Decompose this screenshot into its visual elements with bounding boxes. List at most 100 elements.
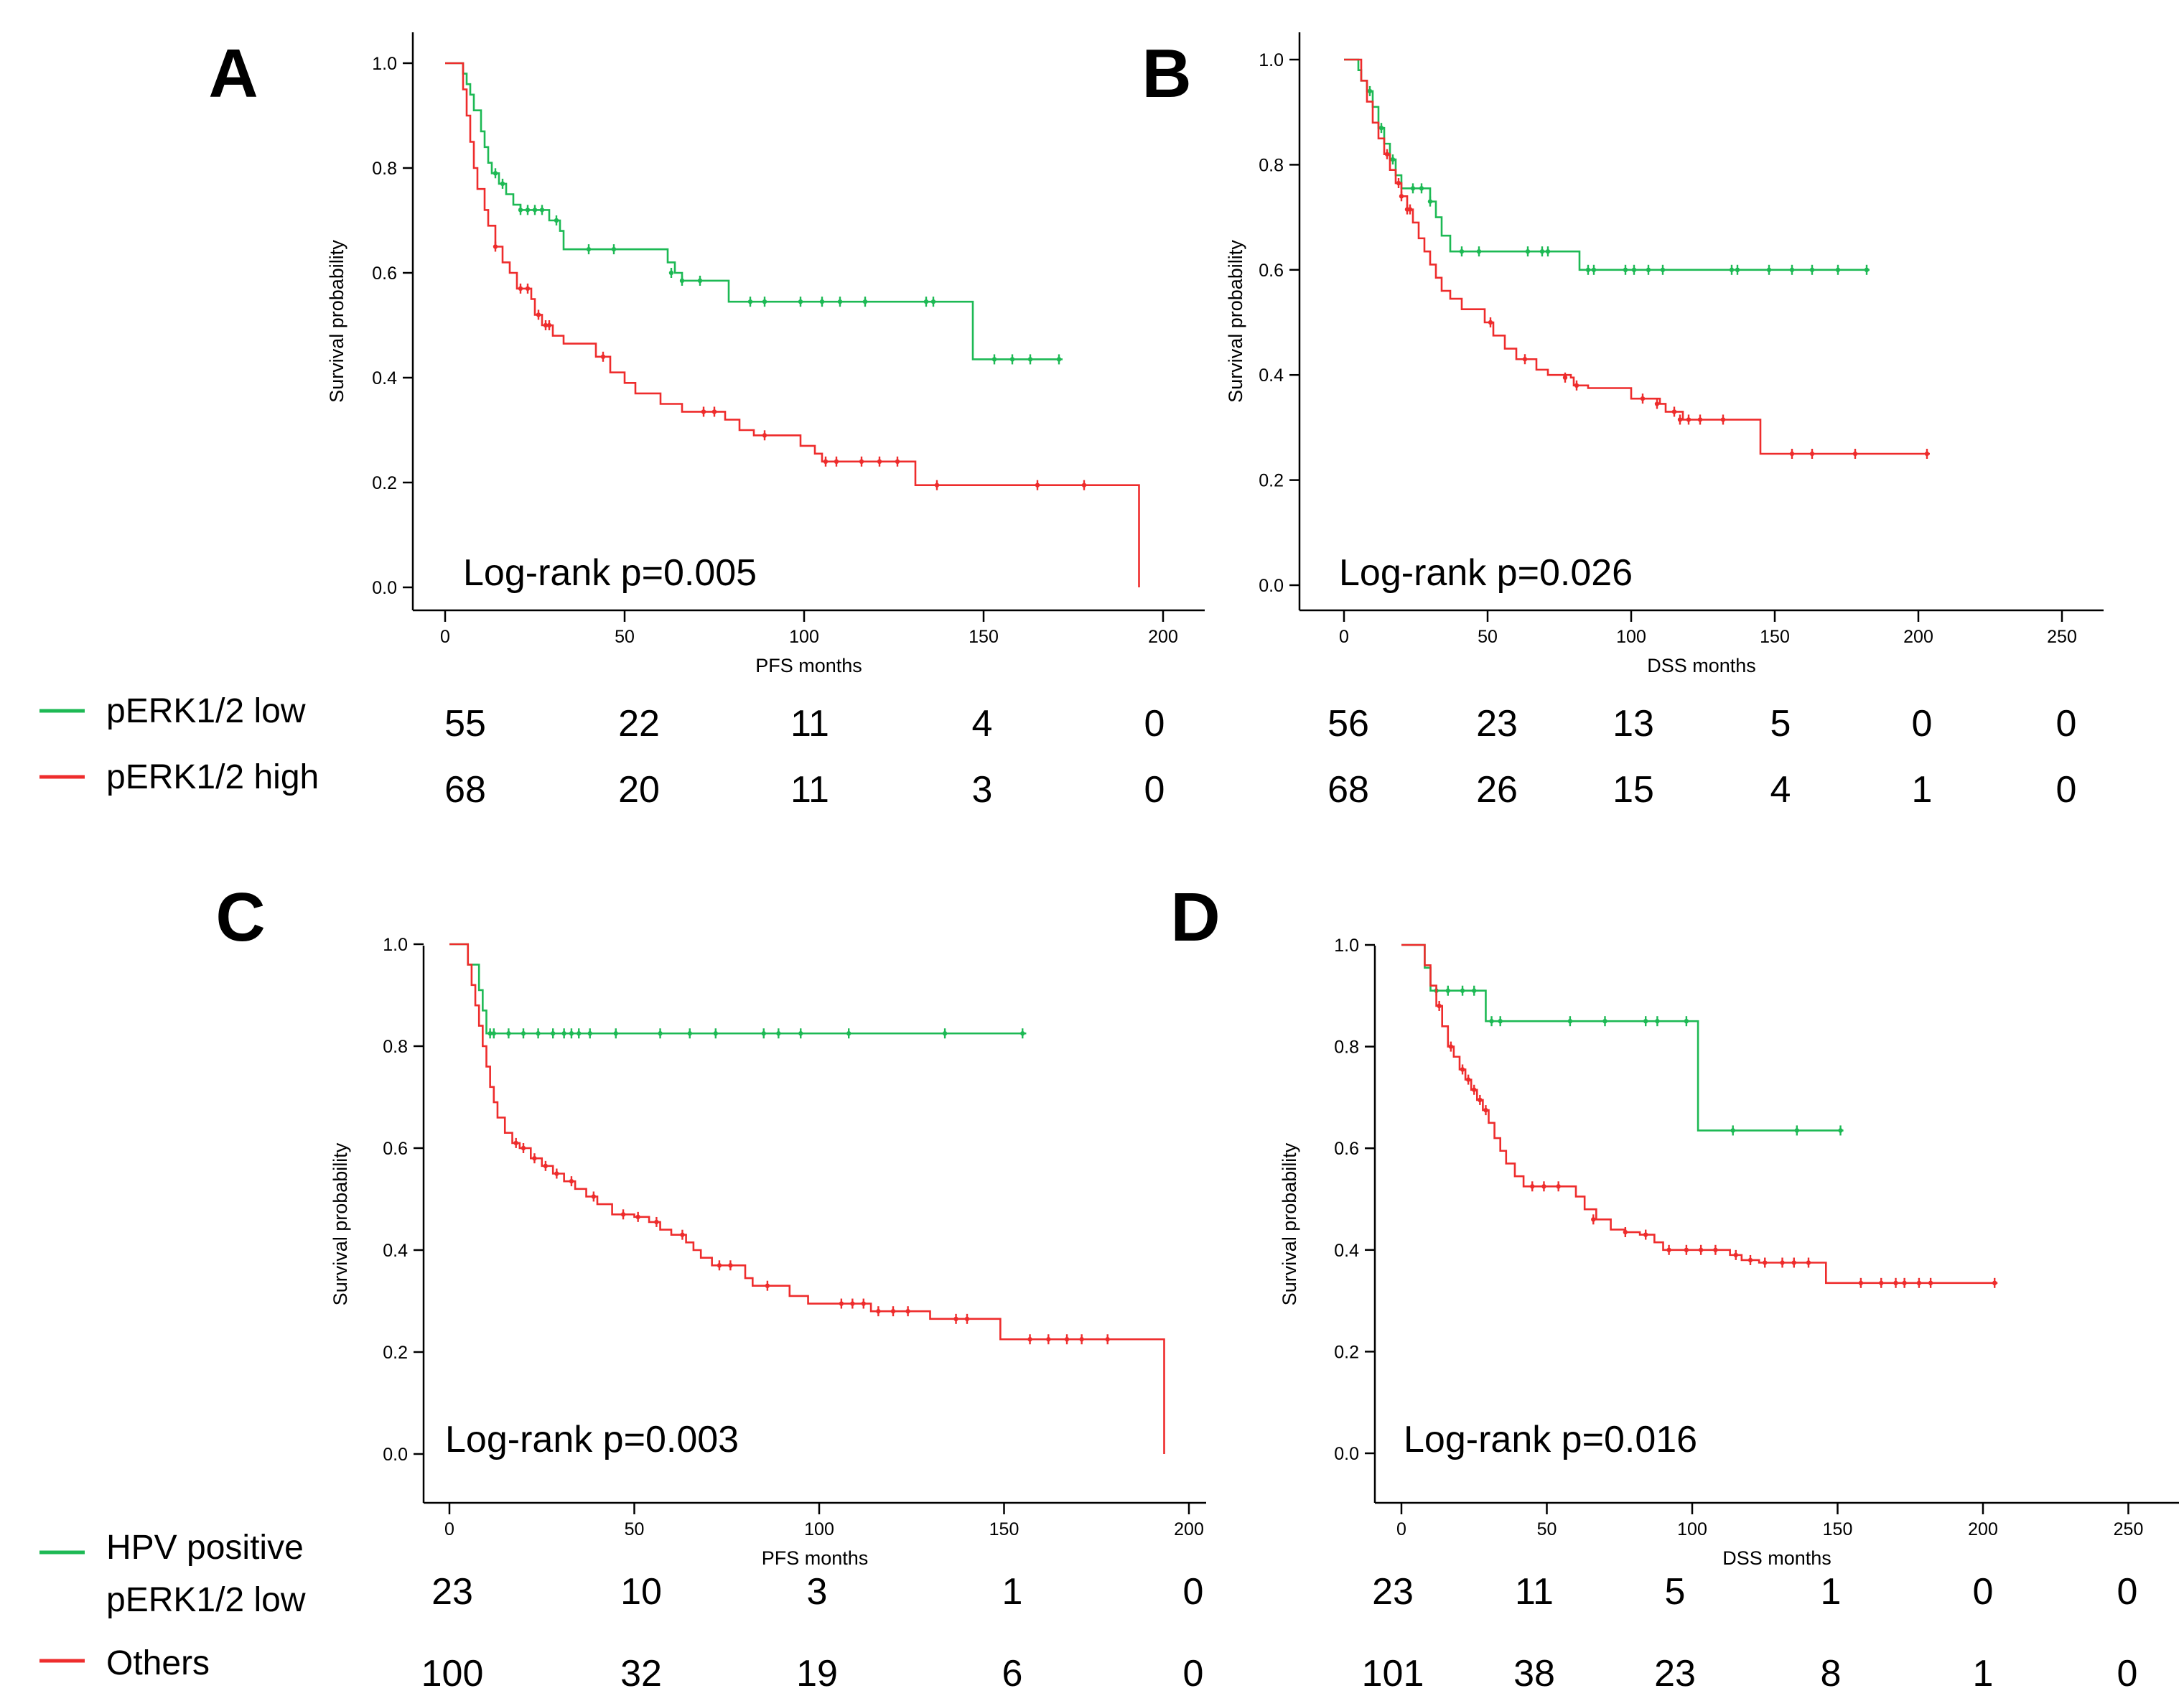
censor-dot	[747, 299, 753, 304]
risk-count-C-low: 1	[1002, 1571, 1023, 1613]
y-tick-label: 0.4	[1334, 1241, 1359, 1261]
censor-dot	[895, 459, 900, 464]
censor-dot	[765, 1283, 770, 1288]
y-axis-label: Survival probability	[1279, 1142, 1300, 1305]
censor-dot	[942, 1031, 948, 1036]
risk-count-A-low: 4	[972, 703, 993, 745]
censor-dot	[569, 1178, 574, 1184]
censor-dot	[1686, 417, 1691, 422]
censor-dot	[1730, 1128, 1735, 1133]
censor-dot	[839, 1301, 844, 1306]
censor-dot	[823, 459, 829, 464]
x-axis-label: PFS months	[762, 1547, 869, 1569]
x-tick-label: 200	[1148, 627, 1178, 647]
censor-dot	[680, 1232, 685, 1237]
censor-dot	[762, 299, 767, 304]
x-tick-label: 150	[969, 627, 999, 647]
censor-dot	[1064, 1337, 1070, 1342]
censor-dot	[850, 1301, 855, 1306]
survival-curve-high	[1401, 943, 1998, 1285]
x-tick-label: 100	[1677, 1519, 1707, 1539]
risk-count-A-low: 11	[790, 703, 829, 745]
censor-dot	[1684, 1247, 1689, 1253]
censor-dot	[1367, 88, 1373, 94]
y-tick-label: 0.8	[1334, 1038, 1359, 1058]
risk-count-A-high: 0	[1144, 769, 1165, 811]
censor-dot	[521, 1145, 526, 1151]
censor-dot	[1789, 451, 1795, 457]
logrank-annotation: Log-rank p=0.026	[1339, 552, 1633, 594]
censor-dot	[1623, 267, 1628, 272]
risk-count-A-high: 3	[972, 769, 993, 811]
censor-dot	[1539, 248, 1545, 254]
censor-dot	[761, 1031, 766, 1036]
legend-label: Others	[106, 1644, 210, 1682]
risk-count-D-low: 23	[1372, 1571, 1414, 1613]
censor-dot	[1698, 1247, 1704, 1253]
risk-count-D-high: 23	[1654, 1653, 1696, 1695]
x-tick-label: 200	[1174, 1519, 1204, 1539]
risk-count-B-low: 13	[1613, 703, 1654, 745]
risk-tables-layer: pERK1/2 low pERK1/2 high HPV positive pERK1…	[39, 692, 2137, 1695]
censor-dot	[543, 322, 549, 328]
risk-count-C-high: 32	[620, 1653, 662, 1695]
censor-dot	[1027, 357, 1033, 362]
censor-dot	[1591, 267, 1597, 272]
censor-dot	[1643, 1232, 1648, 1237]
censor-dot	[591, 1194, 597, 1199]
y-axis-label: Survival probability	[330, 1142, 351, 1305]
censor-dot	[1378, 125, 1384, 131]
x-tick-label: 150	[989, 1519, 1019, 1539]
panel-C: C 0.0 0.2 0.4 0.6 0.8 1.0 0 50 100 150 200 PFS month…	[215, 879, 1206, 1569]
censor-dot	[539, 208, 545, 213]
censor-dot	[1809, 451, 1815, 457]
censor-dot	[1838, 1128, 1843, 1133]
censor-dot	[1465, 1077, 1471, 1082]
censor-dot	[1643, 1019, 1648, 1024]
censor-dot	[713, 1031, 718, 1036]
y-tick-label: 0.2	[383, 1343, 408, 1363]
x-tick-label: 100	[1616, 627, 1646, 647]
y-tick-label: 0.6	[1334, 1139, 1359, 1159]
censor-dot	[1035, 483, 1040, 488]
censor-dot	[1631, 267, 1637, 272]
censor-dot	[1448, 1044, 1454, 1049]
censor-dot	[1671, 409, 1677, 414]
censor-dot	[536, 312, 541, 317]
risk-count-B-high: 26	[1476, 769, 1518, 811]
censor-dot	[1562, 375, 1568, 381]
x-tick-label: 0	[440, 627, 450, 647]
logrank-annotation: Log-rank p=0.016	[1404, 1419, 1697, 1460]
censor-dot	[1390, 157, 1396, 162]
censor-dot	[491, 1031, 496, 1036]
x-tick-label: 0	[1396, 1519, 1406, 1539]
x-tick-label: 200	[1968, 1519, 1998, 1539]
y-axis-label: Survival probability	[1225, 240, 1246, 403]
y-tick-label: 1.0	[1334, 936, 1359, 956]
censor-dot	[513, 1140, 518, 1146]
survival-curve-high	[1344, 58, 1930, 455]
censor-dot	[798, 1031, 803, 1036]
risk-count-C-low: 10	[620, 1571, 662, 1613]
panel-letter: B	[1142, 35, 1191, 112]
censor-dot	[1733, 1252, 1738, 1258]
censor-dot	[1498, 1019, 1503, 1024]
censor-dot	[668, 270, 674, 276]
survival-curve-low	[445, 62, 1063, 360]
risk-count-D-high: 8	[1821, 1653, 1842, 1695]
risk-count-D-low: 5	[1665, 1571, 1686, 1613]
censor-dot	[1522, 357, 1528, 362]
censor-dot	[1437, 1003, 1442, 1009]
censor-dot	[1020, 1031, 1025, 1036]
censor-dot	[521, 1031, 526, 1036]
legend-label: HPV positive	[106, 1529, 304, 1567]
censor-dot	[1472, 988, 1477, 993]
censor-dot	[1928, 1280, 1933, 1286]
censor-dot	[1541, 1184, 1546, 1189]
censor-dot	[1410, 186, 1416, 191]
x-axis-label: DSS months	[1722, 1547, 1831, 1569]
risk-count-B-high: 4	[1770, 769, 1791, 811]
censor-dot	[837, 299, 843, 304]
censor-dot	[1396, 180, 1401, 186]
